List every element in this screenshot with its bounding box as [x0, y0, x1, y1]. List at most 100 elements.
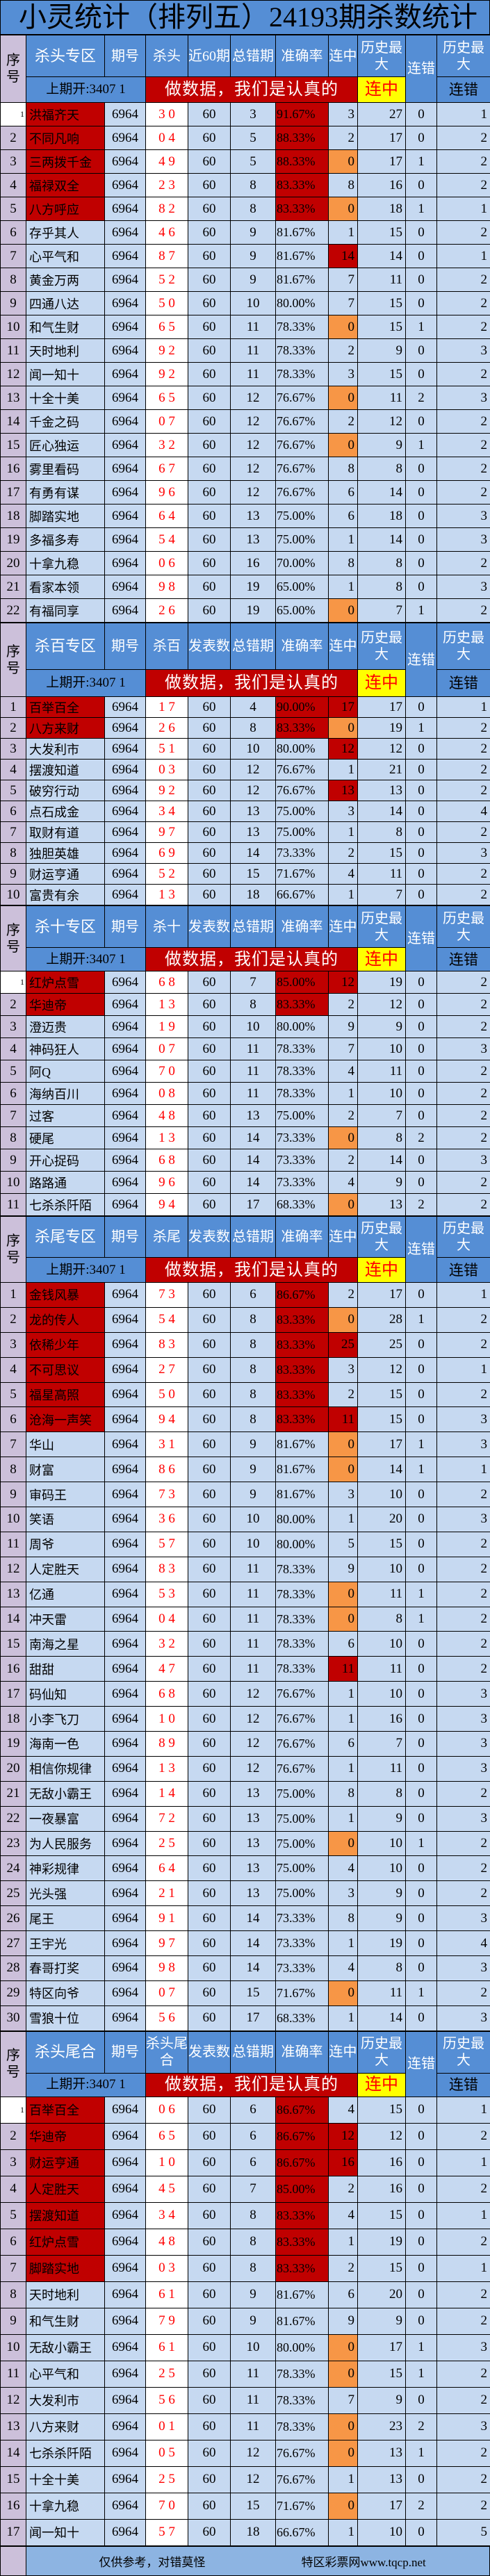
published-count: 60: [188, 2005, 231, 2031]
header-streak: 连中: [329, 906, 358, 948]
current-miss: 0: [406, 2202, 437, 2229]
kill-numbers: 6 4: [146, 1856, 188, 1881]
error-count: 10: [231, 2334, 276, 2361]
issue-number: 6964: [105, 1357, 146, 1382]
current-streak: 8: [329, 1781, 358, 1806]
issue-number: 6964: [105, 174, 146, 197]
current-miss: 0: [406, 363, 437, 386]
predictor-name: 八方来财: [26, 2413, 105, 2440]
published-count: 60: [188, 1657, 231, 1682]
history-max-streak: 8: [358, 552, 406, 575]
row-seq: 3: [1, 2149, 26, 2176]
current-streak: 0: [329, 1980, 358, 2005]
issue-number: 6964: [105, 1657, 146, 1682]
history-max-miss: 1: [437, 1283, 490, 1308]
current-streak: 2: [329, 2255, 358, 2281]
kill-numbers: 0 6: [146, 552, 188, 575]
accuracy-rate: 73.33%: [276, 1149, 329, 1172]
current-miss: 0: [406, 2519, 437, 2545]
accuracy-rate: 78.33%: [276, 2387, 329, 2413]
footer-text-cell: 仅供参考，对错莫怪 特区彩票网www.tqcp.net: [26, 2546, 490, 2575]
issue-number: 6964: [105, 2255, 146, 2281]
current-miss: 0: [406, 2229, 437, 2255]
error-count: 14: [231, 1172, 276, 1194]
current-miss: 0: [406, 1806, 437, 1831]
accuracy-rate: 83.33%: [276, 174, 329, 197]
accuracy-rate: 73.33%: [276, 1931, 329, 1956]
predictor-name: 金钱风暴: [26, 1283, 105, 1308]
history-max-miss: 2: [437, 2466, 490, 2493]
current-miss: 0: [406, 1382, 437, 1407]
accuracy-rate: 76.67%: [276, 1756, 329, 1781]
current-miss: 0: [406, 2281, 437, 2308]
error-count: 12: [231, 434, 276, 457]
current-streak: 9: [329, 1016, 358, 1038]
kill-numbers: 1 4: [146, 1781, 188, 1806]
current-streak: 7: [329, 2387, 358, 2413]
error-count: 10: [231, 292, 276, 315]
kill-numbers: 0 3: [146, 2255, 188, 2281]
history-max-miss: 3: [437, 575, 490, 599]
history-max-miss: 2: [437, 2176, 490, 2202]
issue-number: 6964: [105, 599, 146, 623]
history-max-miss: 1: [437, 2149, 490, 2176]
header-hist-max-miss-label: 连错: [437, 2073, 490, 2097]
history-max-miss: 2: [437, 2123, 490, 2149]
current-miss: 0: [406, 1557, 437, 1582]
footer: 仅供参考，对错莫怪 特区彩票网www.tqcp.net: [0, 2546, 490, 2576]
kill-numbers: 1 0: [146, 1707, 188, 1732]
history-max-streak: 9: [358, 2387, 406, 2413]
section-table: 序号杀头专区期号杀头近60期总错期准确率连中历史最大连错历史最大上期开:3407…: [0, 35, 490, 623]
current-streak: 3: [329, 363, 358, 386]
header-issue: 期号: [105, 2031, 146, 2073]
current-streak: 2: [329, 2176, 358, 2202]
accuracy-rate: 78.33%: [276, 1557, 329, 1582]
kill-numbers: 0 6: [146, 2097, 188, 2123]
issue-number: 6964: [105, 363, 146, 386]
history-max-miss: 2: [437, 1657, 490, 1682]
kill-numbers: 8 3: [146, 1332, 188, 1357]
issue-number: 6964: [105, 697, 146, 718]
header-hist-max: 历史最大: [358, 2031, 406, 2073]
predictor-name: 七杀杀阡陌: [26, 2440, 105, 2466]
kill-numbers: 9 4: [146, 1194, 188, 1216]
predictor-name: 硬尾: [26, 1127, 105, 1149]
history-max-streak: 17: [358, 1283, 406, 1308]
row-seq: 22: [1, 599, 26, 623]
row-seq: 11: [1, 1194, 26, 1216]
predictor-name: 光头强: [26, 1881, 105, 1906]
kill-numbers: 0 3: [146, 760, 188, 780]
kill-numbers: 5 1: [146, 739, 188, 760]
current-miss: 1: [406, 2334, 437, 2361]
current-streak: 0: [329, 1582, 358, 1607]
row-seq: 15: [1, 434, 26, 457]
history-max-streak: 8: [358, 1607, 406, 1632]
current-miss: 0: [406, 1756, 437, 1781]
row-seq: 8: [1, 1127, 26, 1149]
accuracy-rate: 78.33%: [276, 2361, 329, 2387]
kill-numbers: 5 0: [146, 292, 188, 315]
history-max-miss: 2: [437, 1332, 490, 1357]
published-count: 60: [188, 2466, 231, 2493]
error-count: 12: [231, 1732, 276, 1757]
kill-numbers: 6 9: [146, 843, 188, 864]
current-streak: 6: [329, 1732, 358, 1757]
accuracy-rate: 83.33%: [276, 1307, 329, 1332]
issue-number: 6964: [105, 1906, 146, 1931]
kill-numbers: 9 1: [146, 1906, 188, 1931]
history-max-streak: 10: [358, 1038, 406, 1060]
row-seq: 9: [1, 292, 26, 315]
published-count: 60: [188, 1283, 231, 1308]
accuracy-rate: 75.00%: [276, 1105, 329, 1127]
accuracy-rate: 76.67%: [276, 434, 329, 457]
header-seq: 序号: [1, 35, 26, 103]
history-max-streak: 20: [358, 2281, 406, 2308]
error-count: 8: [231, 197, 276, 221]
error-count: 13: [231, 1856, 276, 1881]
site-link[interactable]: 特区彩票网www.tqcp.net: [259, 2552, 468, 2570]
